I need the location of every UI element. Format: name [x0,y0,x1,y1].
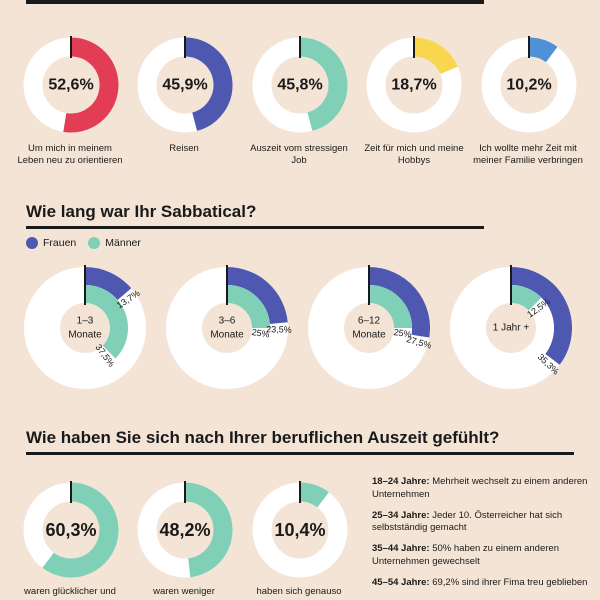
donut-segment [184,37,233,131]
frauen-segment [510,267,572,365]
age-note-head: 18–24 Jahre: [372,476,430,487]
section-underline-duration [26,226,484,229]
donut-segment [299,37,348,131]
frauen-segment [368,267,430,338]
age-note: 45–54 Jahre: 69,2% sind ihrer Fima treu … [372,577,594,590]
feeling-caption: haben sich genauso [256,586,342,597]
legend-swatch-maenner [88,237,101,249]
maenner-value-label: 25% [393,327,412,340]
donut-value-label: 60,3% [45,520,96,540]
donut-segment [42,482,119,578]
age-notes: 18–24 Jahre: Mehrheit wechselt zu einem … [372,476,594,598]
maenner-segment [84,285,128,359]
age-note-text: 69,2% sind ihrer Fima treu geblieben [432,576,588,588]
donut-segment [184,482,233,578]
age-note-text: 50% haben zu einem anderen Unternehmen g… [372,543,559,568]
maenner-value-label: 25% [251,327,270,340]
donut-value-label: 48,2% [159,520,210,540]
category-label: Monate [68,330,102,341]
feeling-caption: waren weniger [153,586,215,597]
maenner-segment [510,285,542,311]
category-label: 3–6 [219,316,236,327]
donut-segment [299,482,329,508]
reason-caption: Um mich in meinem Leben neu zu orientier… [17,143,123,167]
donut-value-label: 45,8% [277,77,322,94]
section-title-feeling: Wie haben Sie sich nach Ihrer berufliche… [26,428,500,447]
legend-label-maenner: Männer [105,237,141,249]
reason-caption: Reisen [169,143,199,154]
donut-segment [413,37,458,75]
section-underline-feeling [26,452,574,455]
legend-swatch-frauen [26,237,38,249]
category-label: Monate [210,330,244,341]
frauen-value-label: 23,5% [266,324,292,335]
legend: Frauen Männer [26,237,153,249]
reason-caption: Ich wollte mehr Zeit mit meiner Familie … [473,143,583,167]
category-label: 6–12 [358,316,381,327]
donut-value-label: 10,4% [274,520,325,540]
donut-segment [528,37,558,63]
legend-item-frauen: Frauen [26,237,76,249]
maenner-segment [226,285,270,329]
feeling-caption: waren glücklicher und [24,586,116,597]
category-label: 1–3 [77,316,94,327]
age-note-head: 25–34 Jahre: [372,509,430,521]
age-note-head: 35–44 Jahre: [372,543,430,555]
legend-label-frauen: Frauen [43,237,77,249]
donut-segment [63,37,119,133]
frauen-segment [226,267,288,325]
donut-value-label: 52,6% [48,77,93,94]
age-note: 25–34 Jahre: Jeder 10. Österreicher hat … [372,510,594,536]
age-note-text: Jeder 10. Österreicher hat sich selbstst… [372,509,563,534]
maenner-segment [368,285,412,329]
category-label: 1 Jahr + [493,323,530,334]
age-note: 18–24 Jahre: Mehrheit wechselt zu einem … [372,476,594,502]
age-note-head: 45–54 Jahre: [372,576,430,588]
section-title-duration: Wie lang war Ihr Sabbatical? [26,202,257,221]
top-divider [26,0,484,4]
reason-caption: Zeit für mich und meine Hobbys [364,143,464,167]
reason-caption: Auszeit vom stressigen Job [250,143,348,167]
age-note: 35–44 Jahre: 50% haben zu einem anderen … [372,543,594,569]
legend-item-maenner: Männer [88,237,141,249]
donut-value-label: 10,2% [506,77,551,94]
category-label: Monate [352,330,386,341]
donut-value-label: 18,7% [391,77,436,94]
frauen-segment [84,267,132,301]
age-note-text: Mehrheit wechselt zu einem anderen Unter… [372,476,588,500]
donut-value-label: 45,9% [162,77,207,94]
